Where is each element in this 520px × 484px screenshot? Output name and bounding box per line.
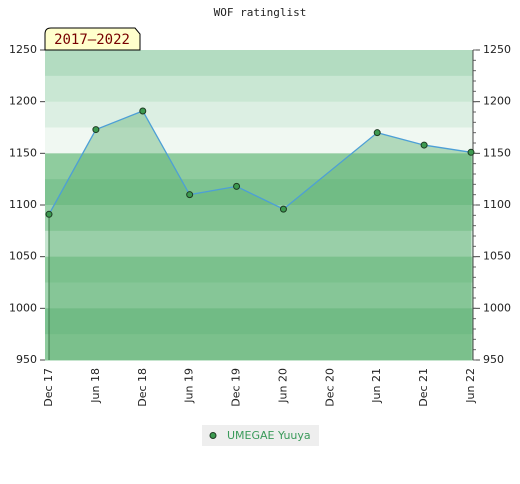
x-tick-label: Jun 19: [183, 368, 196, 404]
band: [45, 75, 473, 103]
band: [45, 50, 473, 77]
period-box: [44, 27, 141, 51]
marker: [279, 205, 287, 213]
x-tick-label: Dec 17: [42, 368, 55, 407]
y-tick-label: 1100: [9, 198, 37, 211]
x-tick-label: Dec 21: [417, 368, 430, 407]
marker: [373, 129, 381, 137]
marker: [139, 107, 147, 115]
y2-tick-label: 1000: [483, 301, 511, 314]
marker: [45, 210, 53, 218]
band: [45, 256, 473, 283]
band: [45, 205, 473, 232]
y-tick-label: 1200: [9, 95, 37, 108]
x-tick-label: Jun 22: [464, 368, 477, 404]
band: [45, 101, 473, 128]
area: [49, 110, 471, 360]
y2-tick-label: 1150: [483, 146, 511, 159]
band: [45, 127, 473, 154]
marker: [467, 148, 475, 156]
legend-marker: [209, 432, 217, 439]
x-tick-label: Dec 19: [230, 368, 243, 407]
x-tick-label: Jun 18: [89, 368, 102, 404]
y2-tick-label: 950: [483, 353, 504, 366]
x-tick-label: Dec 18: [136, 368, 149, 407]
y2-tick-label: 1250: [483, 43, 511, 56]
band: [45, 334, 473, 361]
x-tick-label: Jun 21: [370, 368, 383, 404]
y-tick-label: 1150: [9, 146, 37, 159]
y2-tick-label: 1200: [483, 95, 511, 108]
y-tick-label: 1250: [9, 43, 37, 56]
marker: [92, 126, 100, 134]
y-tick-label: 950: [16, 353, 37, 366]
band: [45, 308, 473, 335]
band: [45, 153, 473, 180]
y2-tick-label: 1050: [483, 250, 511, 263]
y2-tick-label: 1100: [483, 198, 511, 211]
legend-label: UMEGAE Yuuya: [227, 429, 311, 442]
marker: [233, 182, 241, 190]
y-tick-label: 1000: [9, 301, 37, 314]
band: [45, 230, 473, 258]
marker: [420, 141, 428, 149]
band: [45, 179, 473, 206]
y-tick-label: 1050: [9, 250, 37, 263]
period-label: 2017–2022: [54, 32, 130, 48]
chart-title: WOF ratinglist: [214, 6, 307, 19]
legend-box: [202, 425, 319, 446]
x-tick-label: Dec 20: [323, 368, 336, 407]
marker: [186, 191, 194, 199]
x-tick-label: Jun 20: [276, 368, 289, 404]
band: [45, 282, 473, 309]
